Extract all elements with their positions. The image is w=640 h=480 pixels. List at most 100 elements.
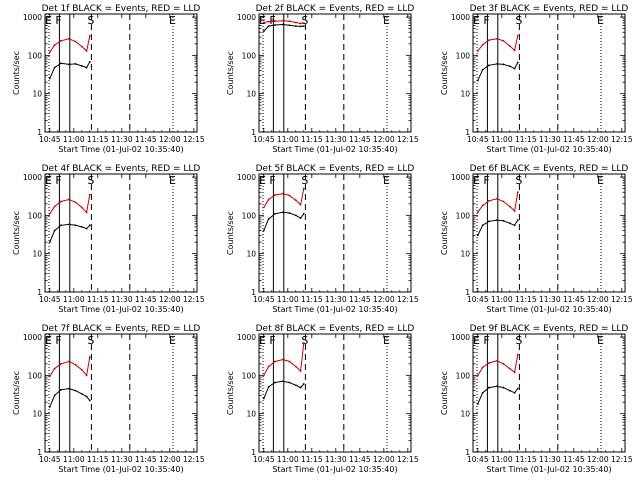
marker-label: F <box>55 334 61 347</box>
panel-title: Det 4f BLACK = Events, RED = LLD <box>42 164 201 174</box>
marker-label: F <box>55 14 61 27</box>
series-line-lld <box>477 192 519 213</box>
det-panel-3: Det 3f BLACK = Events, RED = LLD 1 10 100 10… <box>440 4 633 154</box>
y-tick-label: 1 <box>251 448 256 457</box>
data-point-lld <box>496 359 498 362</box>
data-point-events <box>496 385 498 388</box>
data-point-events <box>294 25 297 28</box>
plot-frame <box>44 173 198 293</box>
data-point-events <box>74 224 77 227</box>
data-point-lld <box>80 206 83 209</box>
y-tick-label: 1 <box>37 448 42 457</box>
y-axis-label: Counts/sec <box>12 211 21 255</box>
data-point-events <box>60 388 62 391</box>
x-tick-label: 11:00 <box>491 295 513 304</box>
data-point-lld <box>513 371 516 374</box>
data-point-events <box>267 218 270 220</box>
x-tick-label: 11:30 <box>325 295 347 304</box>
data-point-events <box>299 386 302 389</box>
data-point-events <box>267 25 270 28</box>
data-point-events <box>481 68 484 71</box>
data-point-lld <box>267 20 270 23</box>
data-point-lld <box>294 21 297 24</box>
x-tick-label: 11:00 <box>277 295 299 304</box>
marker-label: E <box>169 14 176 27</box>
data-point-lld <box>267 198 270 201</box>
det-panel-1: Det 1f BLACK = Events, RED = LLD 1 10 100 10… <box>12 4 205 154</box>
plot-frame <box>472 333 626 453</box>
data-point-events <box>508 389 511 392</box>
y-tick-label: 10 <box>32 250 42 259</box>
x-tick-label: 11:15 <box>301 135 323 144</box>
data-point-lld <box>48 375 51 378</box>
data-point-events <box>274 24 276 26</box>
x-tick-label: 10:45 <box>467 135 489 144</box>
x-axis-label: Start Time (01-Jul-02 10:35:40) <box>58 465 183 474</box>
data-point-events <box>88 60 91 63</box>
data-point-events <box>80 65 83 67</box>
panel-title: Det 7f BLACK = Events, RED = LLD <box>42 324 201 334</box>
x-tick-label: 10:45 <box>467 455 489 464</box>
data-point-lld <box>262 206 265 209</box>
y-tick-label: 10 <box>246 250 256 259</box>
marker-label: F <box>269 334 275 347</box>
y-axis-label: Counts/sec <box>226 371 235 415</box>
data-point-lld <box>299 370 302 372</box>
data-point-events <box>476 79 479 82</box>
x-tick-label: 10:45 <box>39 455 61 464</box>
marker-label: E <box>45 14 52 27</box>
y-tick-label: 10 <box>460 410 470 419</box>
data-point-lld <box>294 365 297 368</box>
marker-label: E <box>169 174 176 187</box>
data-point-events <box>80 225 83 228</box>
marker-label: E <box>383 334 390 347</box>
x-tick-label: 12:15 <box>397 135 419 144</box>
marker-label: F <box>483 14 489 27</box>
x-tick-label: 10:45 <box>39 295 61 304</box>
plot-frame <box>44 333 198 453</box>
data-point-lld <box>496 37 498 40</box>
x-tick-label: 12:00 <box>373 135 395 144</box>
x-tick-label: 12:15 <box>397 295 419 304</box>
data-point-events <box>267 385 270 388</box>
data-point-lld <box>299 203 302 206</box>
marker-label: E <box>45 174 52 187</box>
data-point-events <box>88 224 91 227</box>
series-line-lld <box>49 357 91 377</box>
data-point-lld <box>262 21 265 24</box>
series-line-lld <box>477 354 519 376</box>
x-axis-label: Start Time (01-Jul-02 10:35:40) <box>272 305 397 314</box>
data-point-events <box>302 382 305 385</box>
data-point-lld <box>74 201 77 204</box>
data-point-lld <box>481 204 484 207</box>
x-tick-label: 12:15 <box>183 295 205 304</box>
data-point-lld <box>476 50 479 52</box>
x-tick-label: 10:45 <box>39 135 61 144</box>
data-point-lld <box>282 358 284 361</box>
x-tick-label: 11:00 <box>277 135 299 144</box>
data-point-lld <box>68 37 70 40</box>
data-point-events <box>262 30 265 32</box>
plot-frame <box>472 173 626 293</box>
det-panel-2: Det 2f BLACK = Events, RED = LLD 1 10 100 10… <box>226 4 419 154</box>
x-tick-label: 12:15 <box>397 455 419 464</box>
x-axis-label: Start Time (01-Jul-02 10:35:40) <box>486 145 611 154</box>
data-point-events <box>85 395 88 398</box>
data-point-events <box>53 229 56 232</box>
data-point-lld <box>516 191 519 194</box>
data-point-events <box>85 227 88 230</box>
x-tick-label: 12:00 <box>587 295 609 304</box>
data-point-lld <box>80 45 83 48</box>
x-tick-label: 11:45 <box>349 455 371 464</box>
data-point-events <box>496 219 498 222</box>
data-point-lld <box>80 368 83 371</box>
y-tick-label: 1 <box>465 128 470 137</box>
x-tick-label: 11:30 <box>111 455 133 464</box>
x-tick-label: 11:15 <box>87 455 109 464</box>
data-point-events <box>302 212 305 215</box>
data-point-events <box>516 219 519 222</box>
series-line-lld <box>49 35 91 53</box>
panel-title: Det 5f BLACK = Events, RED = LLD <box>256 164 415 174</box>
data-point-events <box>476 234 479 237</box>
data-point-events <box>502 63 505 66</box>
